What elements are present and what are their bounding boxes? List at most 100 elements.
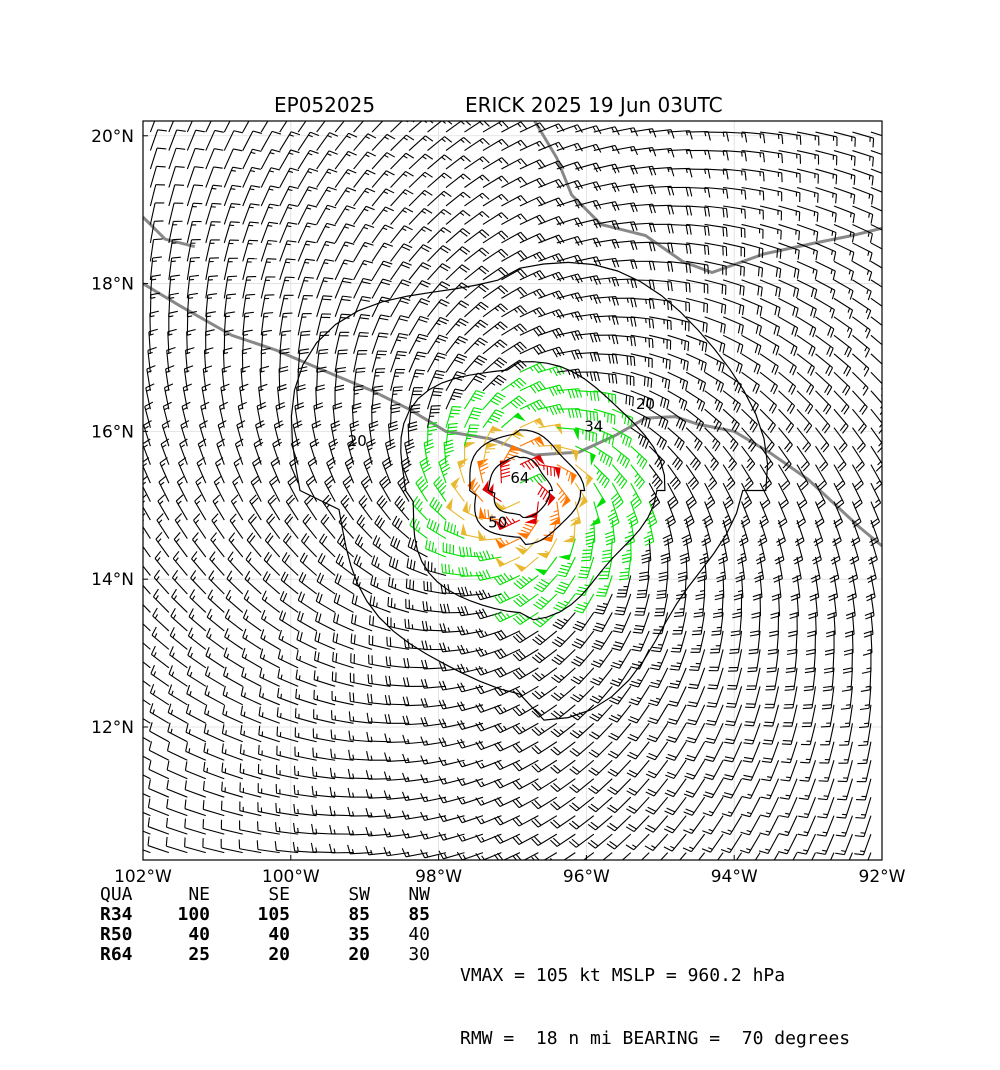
table-cell: 40 <box>150 924 210 945</box>
wind-barb <box>590 668 612 685</box>
wind-barb <box>742 779 761 799</box>
wind-barb <box>520 437 544 447</box>
table-header-cell: NE <box>150 884 210 905</box>
wind-barb <box>335 206 355 225</box>
wind-barb <box>280 204 298 224</box>
wind-barb <box>169 112 186 132</box>
wind-barb <box>151 665 169 686</box>
wind-barb <box>188 647 206 668</box>
wind-barb <box>631 428 649 449</box>
wind-barb <box>189 609 206 631</box>
wind-barb <box>670 649 686 670</box>
wind-barb <box>298 592 316 613</box>
wind-barb <box>243 131 262 151</box>
wind-barb <box>705 372 724 392</box>
wind-barb <box>185 800 206 816</box>
wind-barb <box>852 261 871 281</box>
wind-barb <box>797 261 817 279</box>
wind-barb <box>834 483 844 508</box>
wind-barb <box>187 685 206 705</box>
wind-barb <box>408 538 427 557</box>
wind-barb <box>168 723 188 742</box>
wind-barb <box>852 483 862 509</box>
table-cell: 40 <box>230 924 290 945</box>
wind-barb <box>852 280 871 300</box>
wind-barb <box>686 335 707 352</box>
wind-barb <box>760 816 779 836</box>
wind-barb <box>555 575 576 594</box>
wind-barb <box>428 246 451 262</box>
wind-barb <box>533 594 556 609</box>
wind-barb <box>298 187 317 206</box>
wind-barb <box>815 354 832 376</box>
wind-barb <box>607 834 631 849</box>
wind-barb <box>718 539 727 564</box>
wind-barb <box>446 389 464 409</box>
wind-barb <box>391 536 409 557</box>
wind-barb <box>760 409 775 432</box>
wind-barb <box>409 172 433 187</box>
wind-barb <box>167 742 187 760</box>
table-cell: 40 <box>370 924 430 945</box>
wind-barb <box>391 208 413 225</box>
wind-barb <box>834 391 849 415</box>
wind-barb <box>667 705 686 724</box>
wind-barb <box>664 834 686 851</box>
wind-barb <box>391 404 401 428</box>
wind-barb <box>520 381 546 393</box>
wind-barb <box>331 421 340 446</box>
x-tick-label: 96°W <box>563 867 610 887</box>
wind-barb <box>391 135 414 150</box>
wind-barb <box>699 539 708 564</box>
wind-barb <box>243 204 260 225</box>
wind-barb <box>153 608 169 631</box>
wind-barb <box>207 609 224 631</box>
wind-barb <box>169 685 188 705</box>
wind-barb <box>649 149 674 158</box>
wind-barb <box>645 834 668 850</box>
wind-barb <box>608 742 631 758</box>
wind-barb <box>664 853 686 870</box>
wind-barb <box>685 760 705 779</box>
wind-barb <box>649 428 666 450</box>
wind-barb <box>259 687 279 705</box>
wind-barb <box>622 539 631 563</box>
wind-barb <box>779 317 798 337</box>
wind-barb <box>372 225 393 243</box>
lat-lon-grid <box>143 121 882 860</box>
wind-barb <box>612 317 636 327</box>
wind-barb <box>355 535 372 557</box>
wind-barb <box>131 760 151 779</box>
wind-barb <box>206 330 215 354</box>
contour-label: 20 <box>636 395 655 413</box>
wind-barb <box>243 113 263 132</box>
wind-barb <box>501 413 524 427</box>
wind-barb <box>627 760 649 777</box>
wind-barb <box>224 648 243 668</box>
wind-barb <box>367 751 391 760</box>
wind-barb <box>187 666 206 686</box>
wind-barb <box>769 612 778 636</box>
wind-barb <box>243 149 262 169</box>
wind-barb <box>372 404 381 428</box>
wind-barb <box>412 496 427 520</box>
wind-barb <box>188 628 205 650</box>
wind-barb <box>150 112 167 133</box>
wind-barb <box>241 725 262 742</box>
wind-barb <box>391 298 411 317</box>
wind-barb <box>354 242 374 261</box>
table-cell: 20 <box>310 944 370 965</box>
wind-barb <box>446 265 470 280</box>
wind-barb <box>494 592 520 604</box>
wind-barb <box>242 667 262 686</box>
wind-barb <box>649 224 673 233</box>
wind-barb <box>335 574 354 594</box>
wind-barb <box>428 353 447 372</box>
wind-barb <box>612 631 631 651</box>
wind-barb <box>260 668 280 686</box>
wind-barb <box>354 116 377 132</box>
wind-barb <box>224 167 241 187</box>
wind-barb <box>464 338 487 354</box>
wind-barb <box>871 298 889 319</box>
